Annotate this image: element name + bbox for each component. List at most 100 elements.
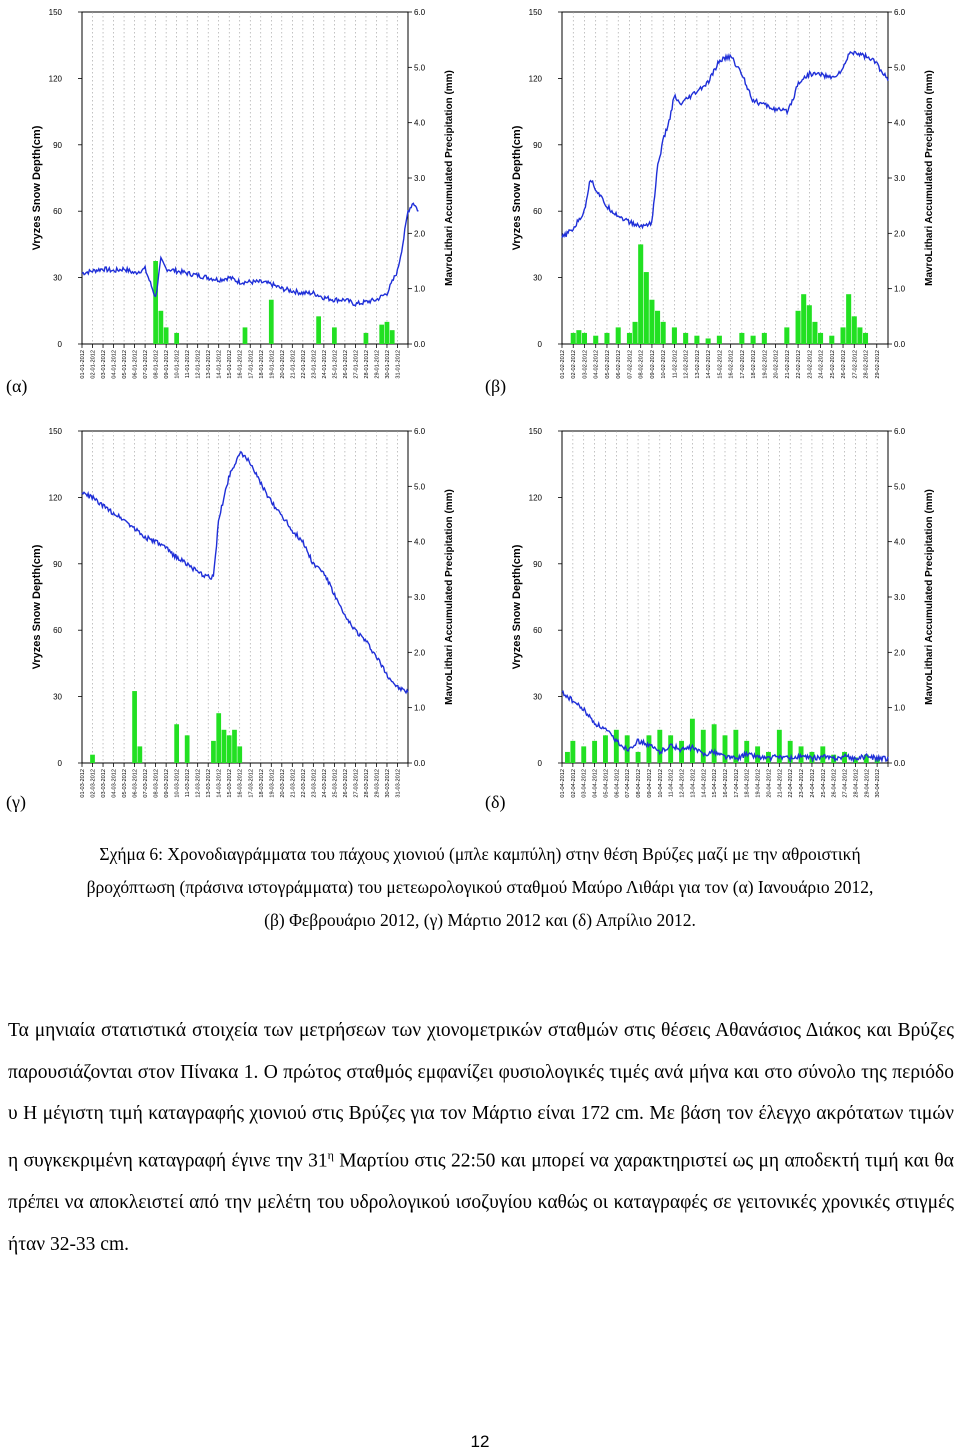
y-tick-label-right: 2.0: [894, 229, 906, 238]
x-tick-label: 20-01-2012: [280, 350, 286, 379]
precip-bar: [705, 338, 711, 344]
precip-bar: [646, 735, 652, 763]
x-tick-label: 05-01-2012: [122, 350, 128, 379]
x-tick-label: 15-01-2012: [227, 350, 233, 379]
precip-bar: [216, 713, 222, 763]
precip-bar: [801, 294, 807, 344]
y-tick-label-left: 60: [533, 626, 542, 635]
x-tick-label: 05-02-2012: [605, 350, 611, 379]
y-tick-label-left: 90: [53, 141, 62, 150]
x-tick-label: 31-03-2012: [395, 769, 401, 798]
precip-bar: [716, 335, 722, 344]
precip-bar: [564, 751, 570, 763]
x-tick-label: 17-03-2012: [248, 769, 254, 798]
x-tick-label: 24-03-2012: [322, 769, 328, 798]
y-tick-label-left: 120: [49, 493, 63, 502]
x-tick-label: 20-03-2012: [280, 769, 286, 798]
x-tick-label: 18-01-2012: [259, 350, 265, 379]
plot-frame: [81, 11, 409, 345]
x-tick-label: 11-03-2012: [185, 769, 191, 797]
y-tick-label-left: 90: [533, 560, 542, 569]
x-tick-label: 12-04-2012: [680, 769, 686, 798]
snow-depth-line: [561, 50, 889, 238]
y-axis-title-left: Vryzes Snow Depth(cm): [511, 544, 523, 669]
x-tick-label: 29-04-2012: [864, 769, 870, 798]
precip-bar: [592, 740, 598, 763]
precip-bar: [846, 294, 852, 344]
x-tick-label: 06-03-2012: [133, 769, 139, 798]
x-tick-label: 07-03-2012: [143, 769, 149, 798]
precip-bar: [689, 718, 695, 763]
precip-bar: [242, 327, 248, 344]
precip-bar: [232, 729, 237, 763]
x-tick-label: 19-04-2012: [756, 769, 762, 798]
y-tick-label-right: 1.0: [894, 704, 906, 713]
x-tick-label: 14-04-2012: [701, 769, 707, 798]
y-tick-label-right: 4.0: [894, 538, 906, 547]
precip-bar: [683, 332, 689, 344]
precip-bar: [174, 332, 180, 344]
precip-bar: [862, 332, 869, 344]
x-tick-label: 21-04-2012: [777, 769, 783, 798]
x-tick-label: 28-03-2012: [364, 769, 370, 798]
panel-label-c: (γ): [6, 792, 26, 812]
figure-caption: Σχήμα 6: Χρονοδιαγράμματα του πάχους χιο…: [0, 838, 960, 937]
plot-frame: [561, 11, 889, 345]
x-tick-label: 09-04-2012: [647, 769, 653, 798]
y-tick-label-right: 6.0: [894, 8, 906, 17]
x-tick-label: 10-02-2012: [661, 350, 667, 379]
x-tick-label: 19-02-2012: [762, 350, 768, 379]
precip-bar: [603, 735, 608, 763]
precip-bar: [638, 244, 644, 344]
x-tick-label: 26-01-2012: [343, 350, 349, 379]
x-tick-label: 22-04-2012: [788, 769, 794, 798]
precip-bar: [787, 740, 793, 763]
precip-bar: [694, 335, 700, 344]
x-tick-label: 29-02-2012: [875, 350, 881, 379]
y-tick-label-right: 5.0: [894, 482, 906, 491]
precip-bar: [163, 327, 169, 344]
x-tick-label: 08-04-2012: [636, 769, 642, 798]
x-tick-label: 07-01-2012: [143, 350, 149, 379]
x-tick-label: 18-03-2012: [259, 769, 265, 798]
y-tick-label-right: 4.0: [894, 119, 906, 128]
snow-depth-line: [561, 690, 889, 764]
x-tick-label: 17-02-2012: [740, 350, 746, 379]
x-tick-label: 07-02-2012: [627, 350, 633, 379]
y-tick-label-right: 3.0: [894, 593, 906, 602]
y-tick-label-right: 2.0: [894, 648, 906, 657]
plot-frame: [561, 430, 889, 764]
precip-bar: [635, 751, 641, 763]
precip-bar: [581, 332, 588, 344]
x-tick-label: 11-01-2012: [185, 350, 191, 378]
x-tick-label: 27-03-2012: [353, 769, 359, 798]
x-tick-label: 29-01-2012: [374, 350, 380, 379]
x-tick-label: 02-02-2012: [571, 350, 577, 379]
y-axis-title-left: Vryzes Snow Depth(cm): [511, 125, 523, 250]
precip-bar: [332, 327, 337, 344]
x-tick-label: 23-03-2012: [311, 769, 317, 798]
chart-svg-b: 01-02-2012 02-02-2012 03-02-2012 04-02-2012…: [511, 8, 935, 379]
precip-bar: [649, 299, 655, 344]
precip-bar: [668, 735, 674, 763]
y-tick-label-left: 0: [58, 759, 63, 768]
x-tick-label: 21-01-2012: [290, 350, 296, 379]
precip-bar: [700, 729, 706, 763]
x-tick-label: 25-03-2012: [332, 769, 338, 798]
precip-bar: [211, 740, 216, 763]
y-tick-label-left: 90: [53, 560, 62, 569]
x-tick-label: 21-02-2012: [785, 350, 791, 379]
precip-bar: [237, 746, 243, 763]
x-tick-label: 15-03-2012: [227, 769, 233, 798]
chart-svg-c: 01-03-2012 02-03-2012 03-03-2012 04-03-2012…: [31, 427, 455, 798]
x-tick-label: 16-03-2012: [238, 769, 244, 798]
x-tick-label: 04-02-2012: [594, 350, 600, 379]
y-tick-label-left: 0: [538, 759, 543, 768]
precip-bar: [863, 754, 869, 763]
precip-bar: [221, 729, 227, 763]
y-tick-label-left: 30: [533, 274, 542, 283]
x-tick-label: 08-02-2012: [639, 350, 645, 379]
y-tick-label-right: 6.0: [414, 8, 426, 17]
panel-label-a: (α): [6, 376, 28, 396]
y-tick-label-right: 0.0: [414, 340, 426, 349]
